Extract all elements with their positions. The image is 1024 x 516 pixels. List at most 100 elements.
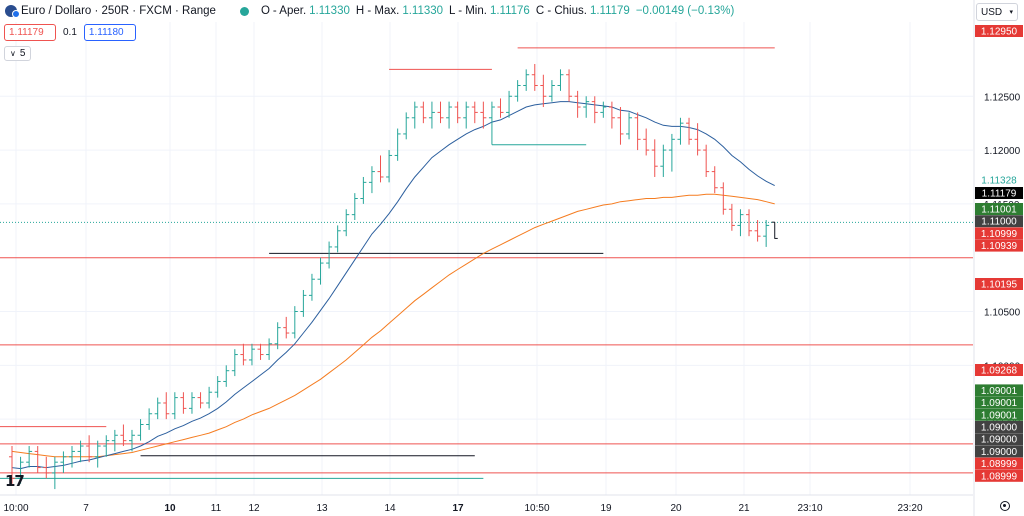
symbol-flag-icon [5,5,20,18]
price-label-text: 1.11328 [981,176,1017,187]
ohlc-label-high: H - Max. [355,5,400,17]
price-label-text: 1.09000 [981,435,1018,446]
ohlc-change-value: −0.00149 (−0.13%) [635,5,735,17]
ohlc-open-value: 1.11330 [309,5,350,17]
visibility-icon[interactable] [239,6,249,16]
ohlc-bar [446,101,453,129]
ohlc-bar [274,322,281,350]
sell-button[interactable]: 1.11179 [4,24,56,41]
ohlc-bar [240,343,247,366]
ohlc-bar [437,101,444,124]
indicators-toggle-button[interactable]: ∨ 5 [4,46,32,61]
price-label-text: 1.11001 [981,205,1017,216]
ohlc-bar [60,451,67,473]
time-tick-label: 14 [384,503,396,514]
price-label-badge [975,203,1023,215]
time-tick-label: 23:10 [797,503,822,514]
tradingview-logo-icon[interactable]: 17 [5,472,25,490]
price-label-badge [975,364,1023,376]
ohlc-bar [668,133,675,172]
ohlc-bar [771,221,778,239]
price-label-text: 1.12950 [981,27,1018,38]
price-label-text: 1.09000 [981,423,1018,434]
time-tick-label: 11 [211,503,222,514]
ohlc-bar [591,96,598,124]
ohlc-bar [343,209,350,237]
price-label-text: 1.10939 [981,241,1018,252]
buy-button[interactable]: 1.11180 [83,24,136,41]
ohlc-bar [386,150,393,183]
ohlc-bar [68,446,75,468]
ohlc-bar [694,123,701,156]
chevron-down-icon: ▾ [1009,9,1013,16]
spread-value: 0.1 [63,27,77,38]
ohlc-bar [146,408,153,430]
legend-header: Euro / Dollaro · 250R · FXCM · Range O -… [0,0,740,22]
price-label-text: 1.09268 [981,366,1018,377]
ohlc-bar [514,80,521,102]
ohlc-bar [120,424,127,447]
ohlc-low-value: 1.11176 [489,5,530,17]
price-label-badge [975,215,1023,228]
ohlc-bar [51,456,58,490]
ohlc-bar [257,343,264,360]
time-tick-label: 21 [738,503,750,514]
gear-icon[interactable] [1000,501,1010,511]
ohlc-bar [163,392,170,420]
ohlc-bar [154,397,161,420]
ohlc-close-value: 1.11179 [589,5,630,17]
time-tick-label: 10 [164,503,176,514]
ohlc-bar [454,101,461,124]
ohlc-bar [754,220,761,242]
ohlc-bar [214,376,221,398]
ohlc-bar [548,80,555,102]
ohlc-bar [660,144,667,177]
ohlc-bar [77,440,84,463]
ohlc-bar [128,429,135,452]
price-label-badge [975,384,1023,397]
ohlc-bar [540,74,547,108]
chevron-down-icon: ∨ [10,49,16,58]
price-tick-label: 1.10500 [984,308,1021,319]
ohlc-bar [206,386,213,409]
ohlc-bar [248,343,255,366]
time-tick-label: 17 [452,503,464,514]
ohlc-bar [420,101,427,124]
ohlc-bar [360,176,367,204]
ohlc-bar [686,117,693,145]
price-label-text: 1.09001 [981,386,1018,397]
ohlc-bar [608,101,615,129]
ohlc-bar [223,365,230,387]
trade-panel: 1.11179 0.1 1.11180 [4,24,136,41]
price-label-badge [975,25,1023,37]
currency-selector[interactable]: USD ▾ [976,3,1018,21]
ohlc-label-low: L - Min. [449,5,487,17]
ohlc-bar [34,446,41,473]
price-label-text: 1.09000 [981,447,1018,458]
ohlc-bar [617,107,624,145]
price-label-text: 1.11179 [982,189,1017,200]
time-tick-label: 23:20 [897,503,922,514]
ohlc-bar [308,273,315,301]
ohlc-bar [497,98,504,118]
ohlc-bar [763,220,770,247]
price-tick-label: 1.12500 [984,92,1021,103]
ohlc-bar [137,419,144,441]
ohlc-bar [711,166,718,194]
price-label-badge [975,187,1023,199]
time-tick-label: 13 [316,503,328,514]
ohlc-bar [566,69,573,102]
ohlc-bar [463,101,470,129]
symbol-title[interactable]: Euro / Dollaro · 250R · FXCM · Range [21,5,216,17]
price-label-badge [975,433,1023,446]
ohlc-bar [103,435,110,457]
price-label-badge [975,469,1023,482]
price-tick-label: 1.12000 [984,146,1021,157]
ohlc-bar [17,456,24,484]
ohlc-bar [428,101,435,129]
ohlc-label-close: C - Chius. [535,5,587,17]
ohlc-bar [557,69,564,91]
ohlc-bar [111,429,118,452]
price-label-text: 1.11000 [981,217,1017,228]
